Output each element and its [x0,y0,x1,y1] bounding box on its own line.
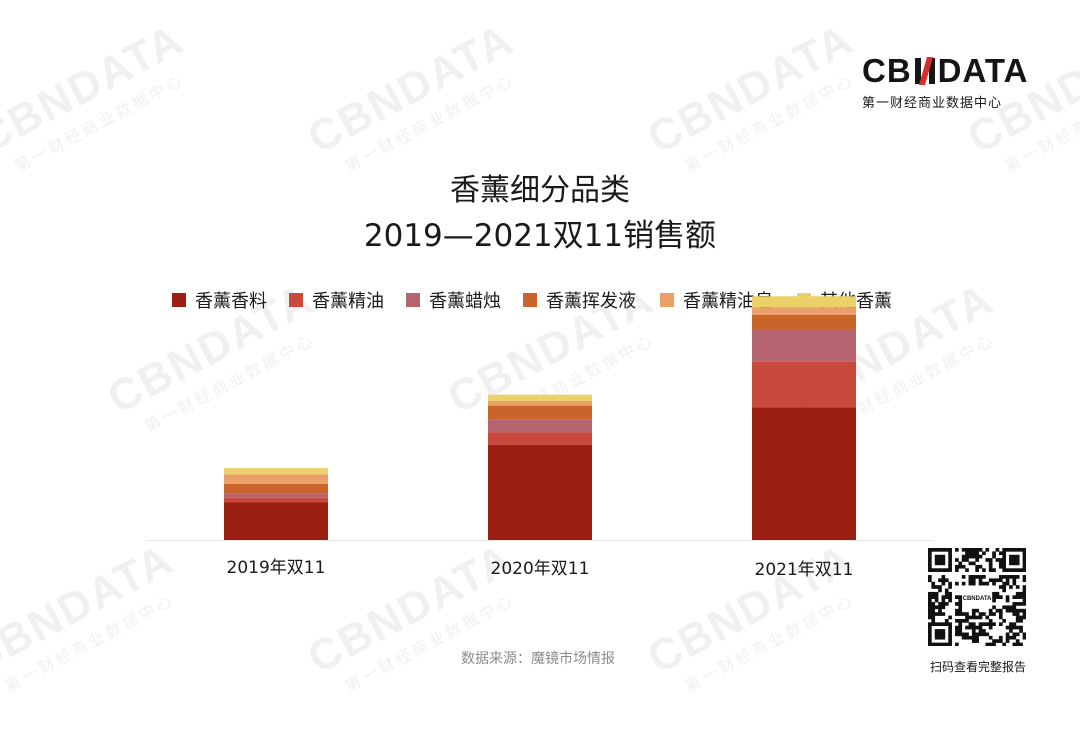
legend-label: 香薰挥发液 [546,291,636,312]
bar-segment [752,296,856,308]
legend-item: 香薰精油 [289,287,384,313]
legend-swatch [523,293,537,307]
x-tick-label: 2020年双11 [491,559,590,579]
legend-label: 香薰香料 [195,291,267,312]
bar-segment [488,444,592,540]
legend-swatch [289,293,303,307]
chart-subtitle: 2019—2021双11销售额 [363,218,717,254]
chart-title: 香薰细分品类 [450,173,630,208]
data-source: 数据来源：魔镜市场情报 [461,648,615,668]
legend-swatch [172,293,186,307]
legend-item: 香薰挥发液 [523,287,636,313]
bar-segment [752,407,856,540]
bar-segment [224,468,328,475]
bar-segment [488,394,592,401]
bar-segment [488,400,592,406]
data-source-label: 数据来源： [461,651,531,667]
bar-segment [752,307,856,315]
brand-n-glyph [913,57,937,85]
data-source-name: 魔镜市场情报 [531,651,615,667]
legend-item: 香薰蜡烛 [406,287,501,313]
bar-segment [224,497,328,503]
bar-segment [488,432,592,445]
qr-center-text: CBNDATA [963,596,992,602]
legend-item: 香薰精油皂 [660,287,773,313]
legend-swatch [660,293,674,307]
x-tick-label: 2019年双11 [227,558,326,578]
chart-legend: 香薰香料香薰精油香薰蜡烛香薰挥发液香薰精油皂其他香薰 [172,287,892,313]
bar-segment [752,315,856,330]
bar-segment [224,474,328,484]
bar-segment [752,329,856,362]
bar-segment [224,483,328,494]
bar-segment [488,405,592,420]
bar-segment [224,502,328,540]
legend-item: 香薰香料 [172,287,267,313]
legend-swatch [406,293,420,307]
brand-logo-mark: CB DATA [862,52,1029,89]
bar-segment [224,493,328,498]
legend-label: 香薰精油 [312,291,384,312]
qr-code[interactable]: CBNDATA [928,548,1026,646]
legend-label: 香薰精油皂 [683,291,773,312]
brand-logo: CB DATA 第一财经商业数据中心 [862,52,1028,111]
legend-label: 香薰蜡烛 [429,291,501,312]
bar-segment [488,419,592,433]
x-tick-label: 2021年双11 [755,560,854,580]
brand-subtitle: 第一财经商业数据中心 [862,96,1003,111]
qr-caption: 扫码查看完整报告 [929,660,1026,674]
bar-segment [752,361,856,408]
